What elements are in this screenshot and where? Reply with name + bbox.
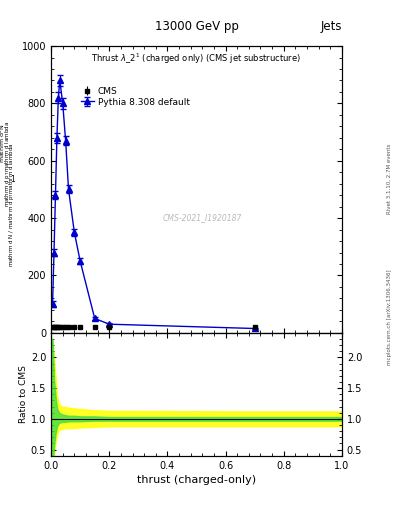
Text: 13000 GeV pp: 13000 GeV pp: [154, 20, 239, 33]
Legend: CMS, Pythia 8.308 default: CMS, Pythia 8.308 default: [79, 85, 192, 109]
Text: CMS-2021_I1920187: CMS-2021_I1920187: [163, 214, 242, 223]
Text: Jets: Jets: [320, 20, 342, 33]
Text: mathrm d$^2$N: mathrm d$^2$N: [0, 123, 7, 163]
X-axis label: thrust (charged-only): thrust (charged-only): [137, 475, 256, 485]
Text: mathrm d p$_\mathrm{T}$mathrm d lambda: mathrm d p$_\mathrm{T}$mathrm d lambda: [3, 121, 11, 207]
Text: Thrust $\lambda$_2$^1$ (charged only) (CMS jet substructure): Thrust $\lambda$_2$^1$ (charged only) (C…: [92, 52, 301, 66]
Text: 1: 1: [10, 175, 15, 184]
Text: mathrm d N / mathrm d p$_\mathrm{T}$mathrm d lambda: mathrm d N / mathrm d p$_\mathrm{T}$math…: [7, 142, 15, 267]
Text: mcplots.cern.ch [arXiv:1306.3436]: mcplots.cern.ch [arXiv:1306.3436]: [387, 270, 392, 365]
Y-axis label: Ratio to CMS: Ratio to CMS: [19, 365, 28, 423]
Text: Rivet 3.1.10, 2.7M events: Rivet 3.1.10, 2.7M events: [387, 144, 392, 215]
